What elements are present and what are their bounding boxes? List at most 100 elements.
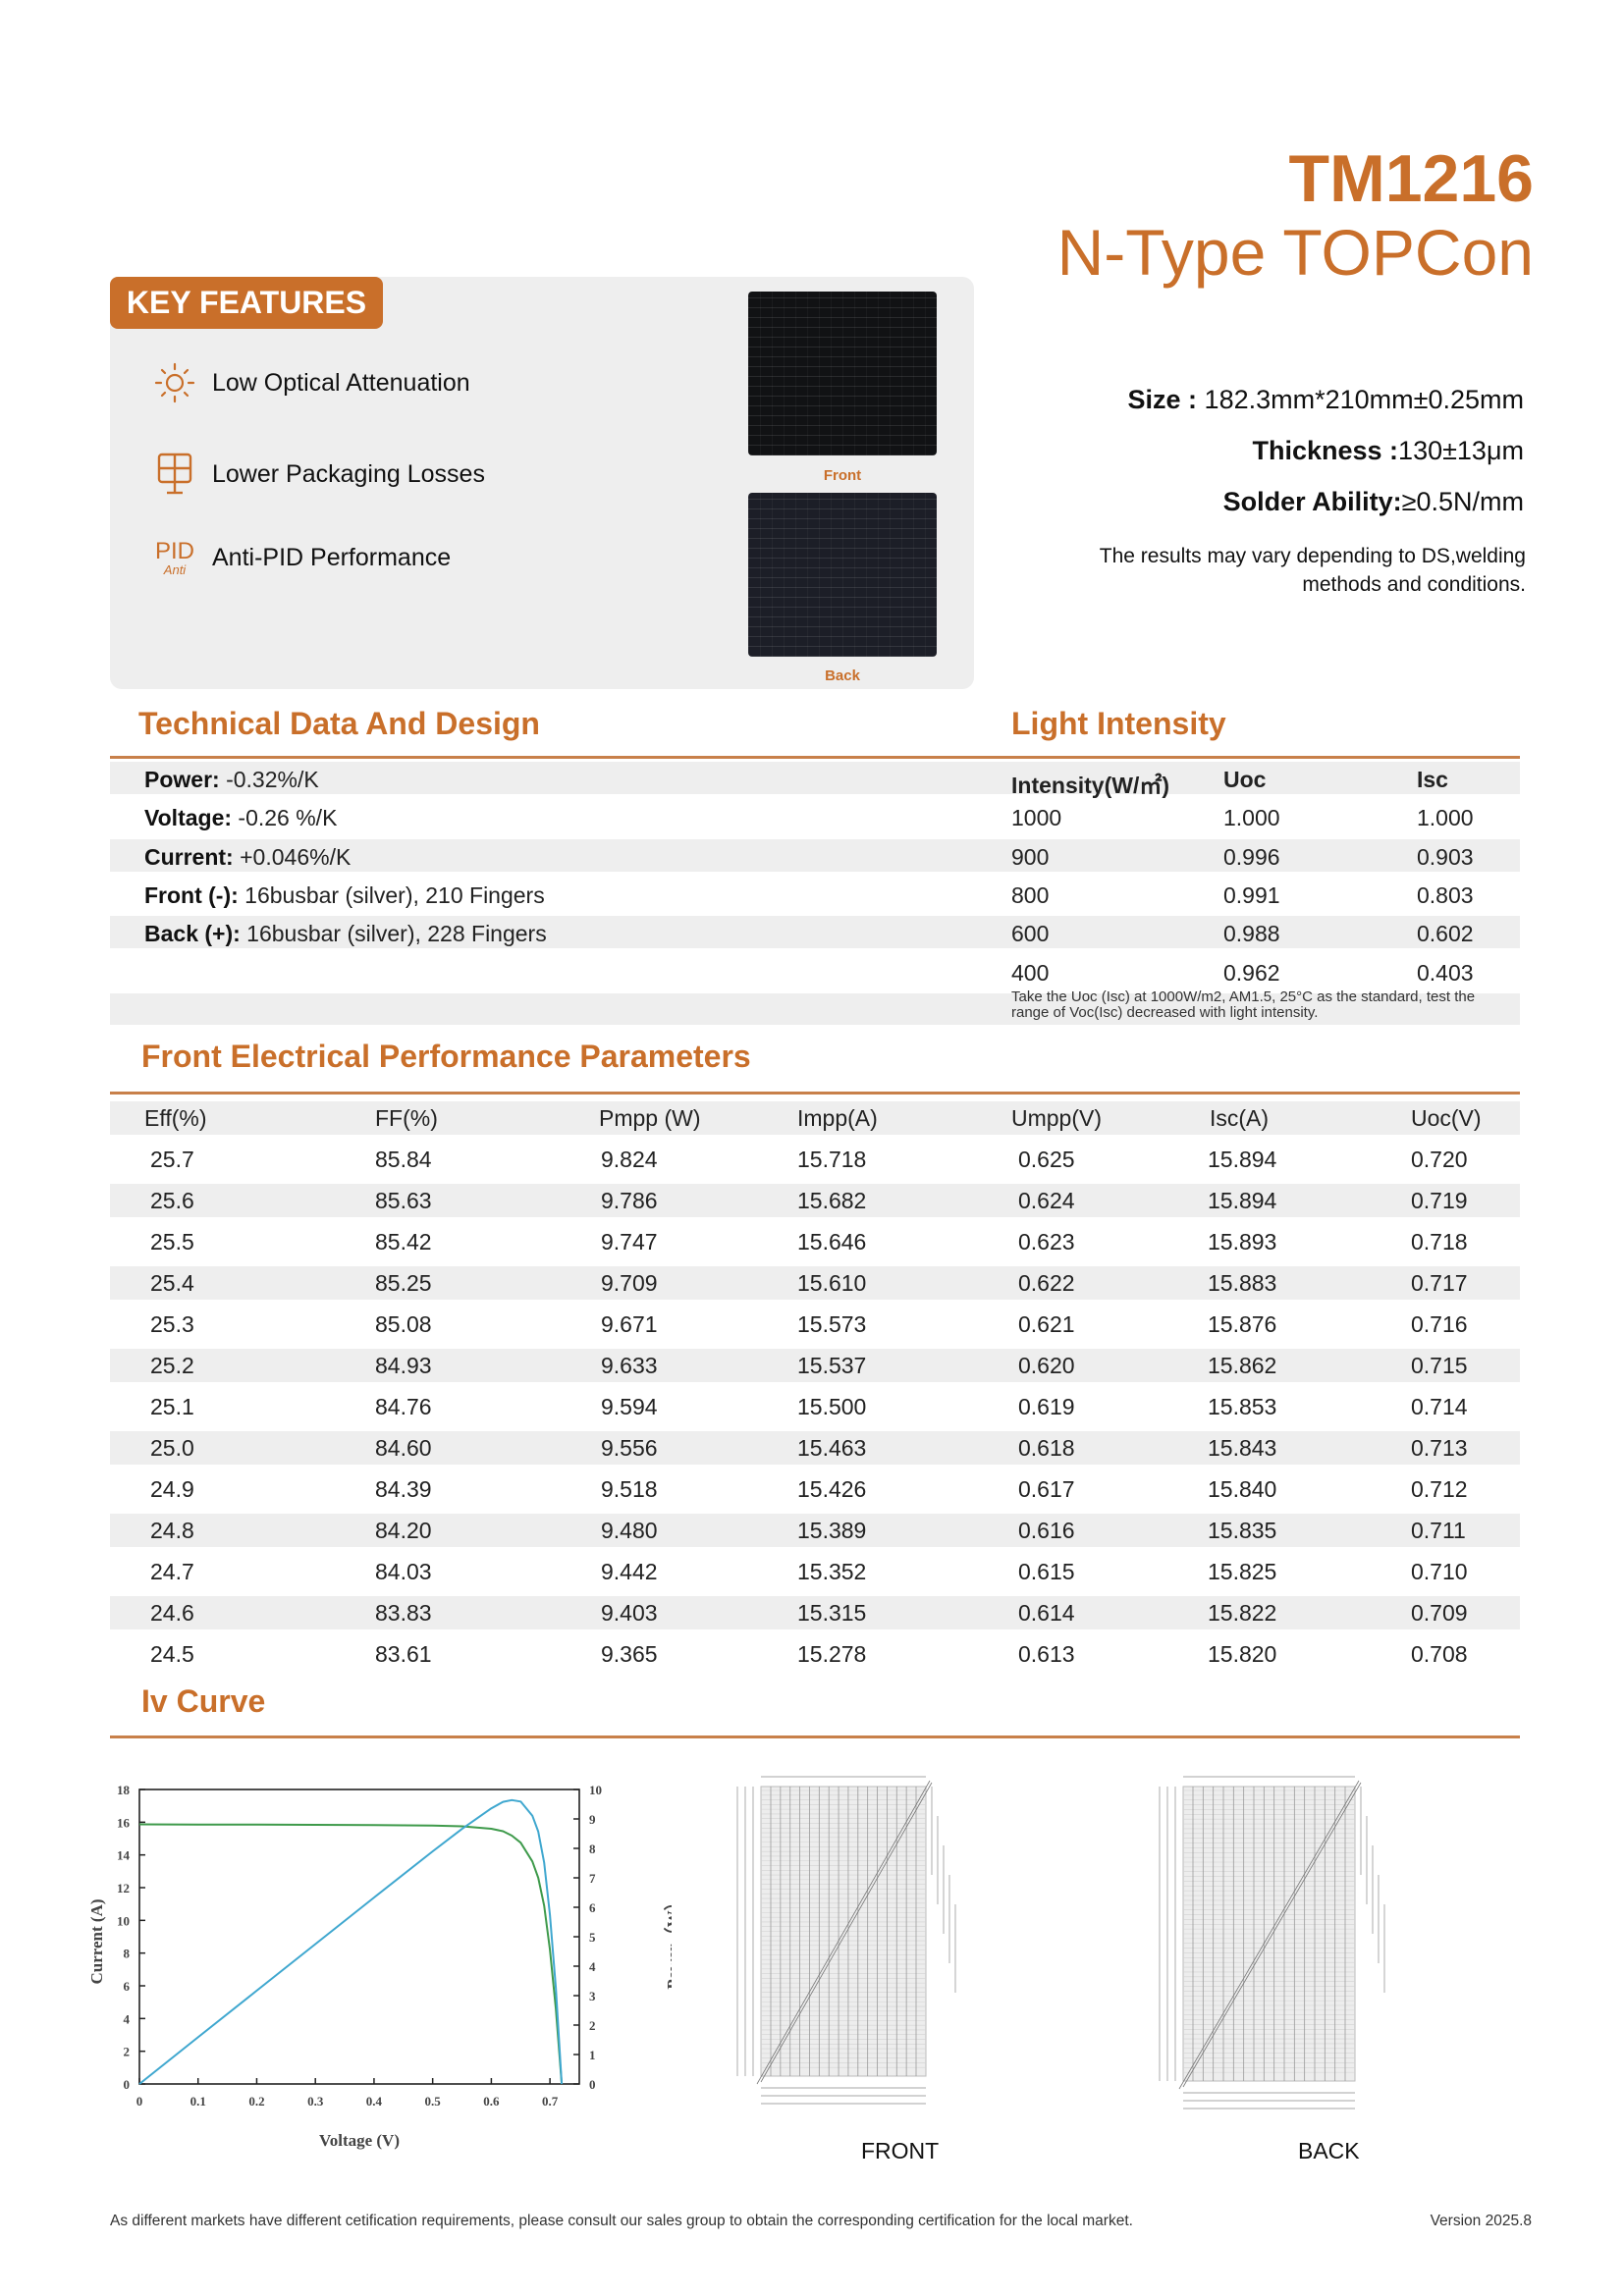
table-row: 400 0.962 0.403 [110,960,1520,989]
table-cell: 85.25 [375,1270,432,1296]
table-cell: 9.786 [601,1188,658,1213]
x-tick-label: 0 [136,2094,143,2109]
back-drawing-label: BACK [1298,2138,1360,2163]
x-tick-label: 0.1 [190,2094,206,2109]
footer-disclaimer: As different markets have different ceti… [110,2213,1133,2229]
table-cell: 15.463 [797,1435,867,1461]
diagonal-dimension [756,1780,931,2085]
table-cell: 0.711 [1411,1518,1466,1543]
current-curve-line [138,1823,564,2085]
table-cell: 9.824 [601,1147,658,1172]
feature-item: Lower Packaging Losses [149,450,485,499]
table-stripe [110,1514,1520,1547]
table-cell: 0.709 [1411,1600,1468,1626]
table-cell: 15.822 [1208,1600,1277,1626]
table-cell: 24.7 [150,1559,194,1584]
x-tick-label: 0.3 [307,2094,324,2109]
table-cell: 24.8 [150,1518,194,1543]
y-tick-label: 14 [117,1848,131,1863]
y2-tick-label: 4 [589,1959,596,1974]
y-tick-label: 4 [124,2011,131,2026]
power-curve-line [138,1798,564,2085]
table-cell: 25.2 [150,1353,194,1378]
spec-size: Size : 182.3mm*210mm±0.25mm [1127,385,1524,414]
table-cell: 1.000 [1417,805,1474,831]
table-cell: 0.710 [1411,1559,1468,1584]
table-cell: 15.352 [797,1559,867,1584]
table-cell: 15.646 [797,1229,867,1255]
feature-item: PID Anti Anti-PID Performance [149,533,451,582]
table-cell: 15.825 [1208,1559,1277,1584]
table-cell: 15.853 [1208,1394,1277,1419]
table-stripe [110,1596,1520,1629]
y-tick-label: 6 [124,1979,131,1994]
table-cell: 9.633 [601,1353,658,1378]
table-row: Voltage: -0.26 %/K 1000 1.000 1.000 [110,805,1520,834]
table-cell: 85.08 [375,1311,432,1337]
spec-note: The results may vary depending to DS,wel… [1099,545,1526,596]
table-stripe [110,1266,1520,1300]
table-cell: 0.614 [1018,1600,1075,1626]
table-cell: 85.63 [375,1188,432,1213]
section-divider [110,756,1520,759]
table-cell: 24.9 [150,1476,194,1502]
y2-tick-label: 5 [589,1930,596,1945]
table-cell: 0.620 [1018,1353,1075,1378]
table-cell: 0.712 [1411,1476,1468,1502]
table-cell: 0.991 [1223,881,1280,908]
table-cell: 15.893 [1208,1229,1277,1255]
table-stripe [110,1349,1520,1382]
y2-tick-label: 7 [589,1871,596,1886]
technical-param: Power: -0.32%/K [144,767,319,792]
y2-tick-label: 6 [589,1900,596,1915]
table-cell: 0.714 [1411,1394,1468,1419]
plot-frame [138,1789,580,2085]
table-stripe [110,1431,1520,1465]
table-cell: 0.803 [1417,881,1474,908]
column-header: Isc(A) [1210,1105,1270,1131]
table-cell: 9.556 [601,1435,658,1461]
table-cell: 85.42 [375,1229,432,1255]
technical-param: Current: +0.046%/K [144,843,352,870]
table-cell: 0.962 [1223,959,1280,986]
table-cell: 15.894 [1208,1147,1277,1172]
table-cell: 85.84 [375,1147,432,1172]
table-cell: 15.500 [797,1394,867,1419]
back-dimension-drawing [1159,1776,1385,2109]
table-cell: 0.708 [1411,1641,1468,1667]
table-cell: 83.83 [375,1600,432,1626]
table-cell: 84.93 [375,1353,432,1378]
table-cell: 15.278 [797,1641,867,1667]
technical-param: Front (-): 16busbar (silver), 210 Finger… [144,881,545,908]
cell-front-label: Front [823,467,862,484]
technical-title: Technical Data And Design [138,706,540,741]
y2-axis-label: Power（W） [663,1894,672,1989]
column-header: Umpp(V) [1011,1105,1103,1131]
table-stripe [110,762,1520,795]
table-row: Front (-): 16busbar (silver), 210 Finger… [110,882,1520,912]
table-cell: 9.671 [601,1311,658,1337]
y2-tick-label: 10 [589,1783,602,1797]
version-label: Version 2025.8 [1430,2213,1532,2229]
section-divider [110,1092,1520,1095]
y-tick-label: 10 [117,1913,130,1928]
table-cell: 0.403 [1417,959,1474,986]
table-cell: 0.616 [1018,1518,1075,1543]
y2-tick-label: 1 [589,2048,596,2062]
cell-back-image [748,493,937,657]
y-tick-label: 18 [117,1783,131,1797]
table-cell: 0.622 [1018,1270,1075,1296]
feature-item: Low Optical Attenuation [149,358,470,407]
cell-back-label: Back [825,667,860,684]
x-axis-label: Voltage (V) [319,2131,400,2150]
table-cell: 9.442 [601,1559,658,1584]
table-cell: 0.623 [1018,1229,1075,1255]
table-stripe [110,838,1520,872]
table-cell: 0.716 [1411,1311,1468,1337]
sun-icon [149,361,200,404]
table-cell: 15.843 [1208,1435,1277,1461]
spec-solder: Solder Ability:≥0.5N/mm [1222,487,1524,516]
y2-tick-label: 2 [589,2018,596,2033]
table-cell: 9.480 [601,1518,658,1543]
table-cell: 25.1 [150,1394,194,1419]
